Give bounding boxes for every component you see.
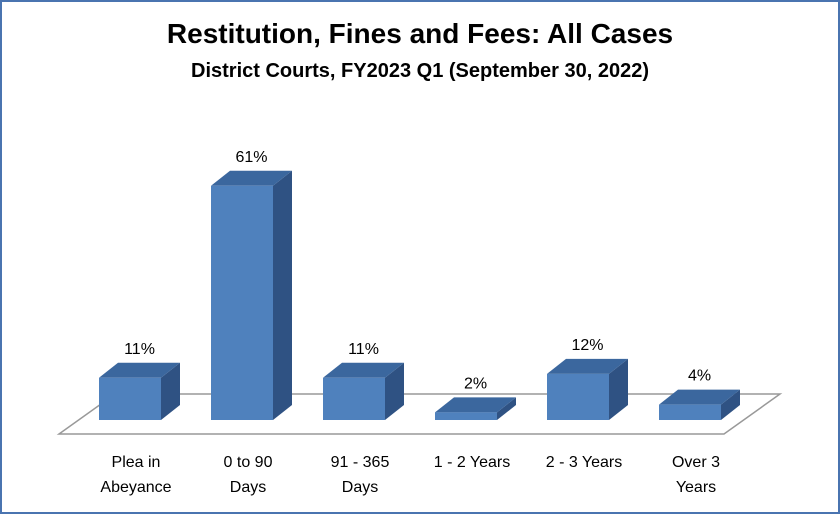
data-label: 11% [124, 341, 155, 358]
data-label: 11% [348, 341, 379, 358]
bar [547, 358, 628, 420]
category-label: 1 - 2 Years [434, 454, 511, 471]
category-label: Plea in Abeyance [100, 454, 171, 496]
bar [211, 170, 292, 420]
chart-title: Restitution, Fines and Fees: All Cases [166, 18, 674, 49]
data-label: 12% [571, 337, 603, 354]
bar-front [323, 377, 385, 420]
category-label: 2 - 3 Years [546, 454, 623, 471]
bar [435, 397, 516, 420]
bar-front [547, 373, 609, 420]
bar-front [211, 185, 273, 420]
bar-top [435, 397, 516, 413]
bar-side [273, 170, 292, 420]
bar-front [659, 404, 721, 420]
bar-side [385, 362, 404, 420]
bar-side [161, 362, 180, 420]
bar [323, 362, 404, 420]
bar-top [547, 358, 628, 374]
data-label: 2% [464, 375, 487, 392]
bar-top [211, 170, 292, 186]
bar-side [609, 358, 628, 420]
data-label: 61% [235, 149, 267, 166]
category-label: 0 to 90 Days [224, 454, 273, 496]
bar-top [659, 389, 740, 405]
bar [659, 389, 740, 420]
data-label: 4% [688, 368, 711, 385]
bar-side [721, 389, 740, 420]
category-label: Over 3 Years [672, 454, 720, 496]
bar-front [435, 412, 497, 420]
bar-top [323, 362, 404, 378]
category-label: 91 - 365 Days [331, 454, 390, 496]
bar-side [497, 397, 516, 420]
bar [99, 362, 180, 420]
bar-front [99, 377, 161, 420]
chart-subtitle: District Courts, FY2023 Q1 (September 30… [191, 60, 649, 82]
bar-top [99, 362, 180, 378]
